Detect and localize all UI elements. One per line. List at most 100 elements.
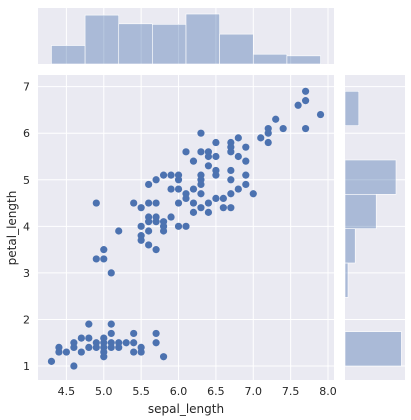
histogram-bar-x bbox=[286, 55, 321, 65]
scatter-point bbox=[167, 213, 175, 221]
scatter-point bbox=[189, 185, 198, 193]
scatter-point bbox=[272, 115, 280, 123]
scatter-point bbox=[242, 157, 250, 165]
x-tick-label: 6.5 bbox=[207, 385, 225, 398]
scatter-point bbox=[219, 194, 227, 202]
scatter-point bbox=[137, 343, 145, 352]
scatter-point bbox=[107, 320, 115, 328]
scatter-point bbox=[227, 176, 235, 184]
x-tick-labels: 4.5 5.0 5.5 6.0 6.5 7.0 7.5 8.0 bbox=[58, 385, 337, 398]
scatter-point bbox=[227, 190, 235, 198]
scatter-point bbox=[92, 339, 100, 347]
scatter-point bbox=[137, 222, 145, 230]
scatter-point bbox=[100, 255, 108, 263]
scatter-point bbox=[301, 124, 310, 133]
scatter-point bbox=[182, 148, 190, 156]
scatter-point bbox=[234, 185, 242, 193]
scatter-point bbox=[145, 180, 153, 189]
scatter-point bbox=[159, 218, 168, 226]
marginal-x-histogram bbox=[51, 13, 321, 65]
scatter-point bbox=[174, 222, 183, 230]
scatter-point bbox=[92, 255, 100, 263]
histogram-bar-y bbox=[344, 262, 349, 298]
y-tick-label: 7 bbox=[23, 81, 30, 94]
y-tick-label: 2 bbox=[23, 313, 30, 326]
scatter-point bbox=[227, 138, 235, 147]
scatter-point bbox=[264, 138, 272, 147]
scatter-point bbox=[130, 348, 138, 356]
scatter-point bbox=[152, 176, 160, 184]
histogram-bar-y bbox=[344, 228, 356, 264]
scatter-point bbox=[152, 246, 160, 254]
scatter-point bbox=[107, 329, 115, 338]
histogram-bar-x bbox=[185, 13, 220, 65]
y-axis-label: petal_length bbox=[5, 191, 19, 266]
histogram-bar-x bbox=[118, 23, 153, 65]
scatter-point bbox=[234, 152, 242, 161]
scatter-point bbox=[145, 199, 153, 207]
scatter-point bbox=[301, 87, 310, 95]
scatter-point bbox=[159, 353, 168, 361]
scatter-point bbox=[145, 213, 153, 221]
scatter-point bbox=[174, 185, 183, 193]
scatter-point bbox=[152, 213, 160, 221]
scatter-point bbox=[204, 199, 213, 207]
histogram-bar-x bbox=[84, 14, 120, 65]
histogram-bar-x bbox=[152, 24, 187, 65]
scatter-point bbox=[227, 166, 235, 175]
scatter-point bbox=[130, 329, 138, 338]
scatter-point bbox=[70, 362, 78, 370]
histogram-bar-x bbox=[219, 33, 254, 65]
scatter-point bbox=[197, 148, 205, 156]
scatter-point bbox=[85, 343, 93, 352]
scatter-point bbox=[130, 339, 138, 347]
x-tick-label: 7.0 bbox=[245, 385, 263, 398]
scatter-point bbox=[257, 134, 265, 142]
scatter-point bbox=[301, 97, 310, 105]
histogram-bar-x bbox=[51, 45, 86, 65]
scatter-point bbox=[115, 227, 123, 235]
scatter-point bbox=[197, 190, 205, 198]
histogram-bar-y bbox=[344, 193, 377, 229]
marginal-y-grid bbox=[345, 86, 405, 367]
scatter-point bbox=[152, 199, 160, 207]
scatter-point bbox=[100, 334, 108, 342]
scatter-point bbox=[100, 246, 108, 254]
scatter-point bbox=[197, 204, 205, 212]
x-tick-label: 4.5 bbox=[58, 385, 76, 398]
scatter-point bbox=[145, 227, 153, 235]
scatter-point bbox=[242, 180, 250, 189]
scatter-point bbox=[234, 134, 242, 142]
scatter-point bbox=[197, 171, 205, 179]
scatter-point bbox=[137, 232, 145, 240]
marginal-y-histogram bbox=[344, 90, 402, 367]
scatter-point bbox=[167, 171, 175, 179]
scatter-point bbox=[85, 320, 93, 328]
scatter-point bbox=[294, 101, 302, 109]
scatter-point bbox=[212, 152, 220, 161]
x-tick-label: 8.0 bbox=[319, 385, 337, 398]
x-tick-label: 6.0 bbox=[170, 385, 188, 398]
scatter-point bbox=[122, 339, 130, 347]
scatter-point bbox=[137, 204, 145, 212]
scatter-point bbox=[167, 185, 175, 193]
scatter-point bbox=[212, 166, 220, 175]
scatter-point bbox=[242, 171, 250, 179]
y-tick-label: 1 bbox=[23, 360, 30, 373]
scatter-point bbox=[152, 329, 160, 338]
scatter-point bbox=[212, 138, 220, 147]
scatter-point bbox=[197, 129, 205, 137]
scatter-point bbox=[62, 348, 71, 356]
scatter-point bbox=[55, 343, 63, 352]
scatter-point bbox=[204, 162, 213, 170]
scatter-point bbox=[227, 204, 235, 212]
scatter-point bbox=[212, 194, 220, 202]
histogram-bar-y bbox=[344, 331, 402, 367]
scatter-point bbox=[107, 269, 115, 277]
y-tick-label: 6 bbox=[23, 127, 30, 140]
scatter-point bbox=[47, 357, 56, 365]
scatter-point bbox=[77, 348, 85, 356]
scatter-point bbox=[70, 339, 78, 347]
x-axis-label: sepal_length bbox=[148, 402, 224, 416]
